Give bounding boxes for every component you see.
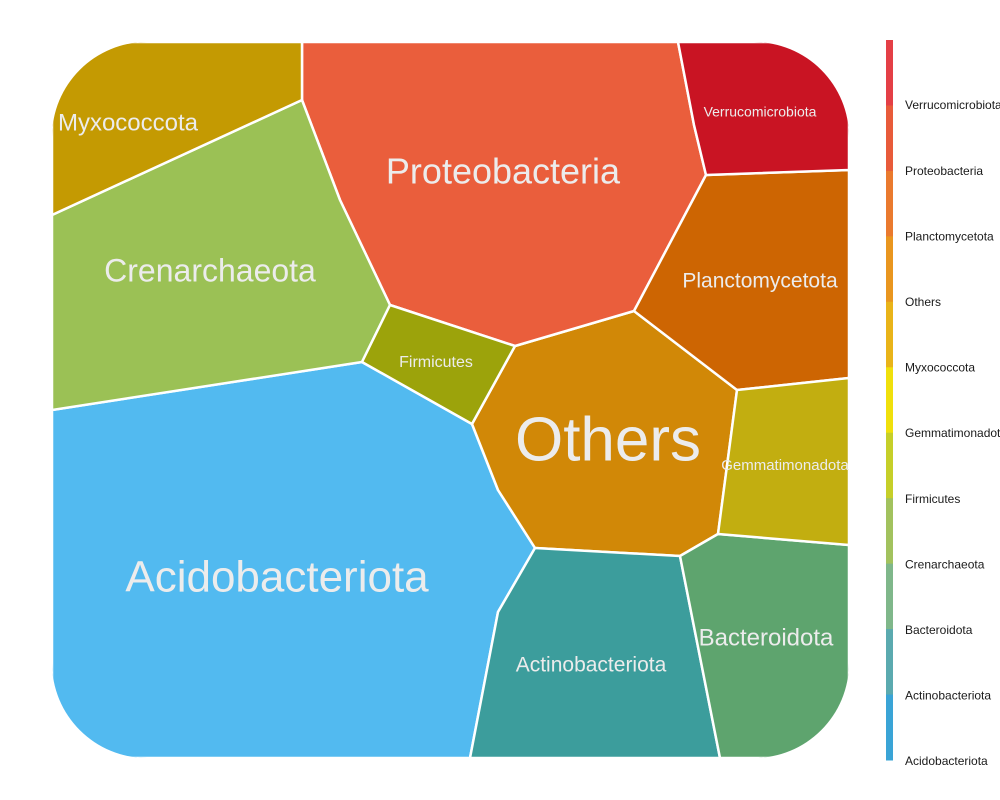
legend-label-acidobacteriota: Acidobacteriota [905, 754, 988, 768]
legend-label-proteobacteria: Proteobacteria [905, 164, 983, 178]
legend-colorbar-segment [886, 301, 893, 368]
cell-gemmatimonadota [716, 376, 849, 547]
cell-label-crenarchaeota: Crenarchaeota [104, 252, 316, 288]
legend-label-verrucomicrobiota: Verrucomicrobiota [905, 98, 1000, 112]
cell-label-actinobacteriota: Actinobacteriota [516, 654, 667, 677]
cell-label-others: Others [515, 405, 701, 474]
cell-actinobacteriota [468, 546, 722, 758]
legend-label-others: Others [905, 295, 941, 309]
legend-colorbar-segment [886, 432, 893, 499]
treemap-cells [52, 42, 849, 758]
legend-colorbar-segment [886, 563, 893, 630]
legend-label-planctomycetota: Planctomycetota [905, 229, 994, 243]
cell-label-gemmatimonadota: Gemmatimonadota [721, 457, 849, 474]
legend-label-bacteroidota: Bacteroidota [905, 623, 973, 637]
cell-label-verrucomicrobiota: Verrucomicrobiota [704, 104, 817, 120]
cell-label-planctomycetota: Planctomycetota [682, 270, 838, 293]
treemap-labels: Acidobacteriota Others Proteobacteria Crena… [58, 104, 849, 677]
legend-colorbar-segment [886, 40, 893, 106]
legend-colorbar-segment [886, 105, 893, 172]
cell-firmicutes [360, 303, 517, 426]
legend-colorbar-segment [886, 367, 893, 434]
legend-colorbar-segment [886, 236, 893, 303]
legend-colorbar-segment [886, 629, 893, 696]
cell-myxococcota [52, 42, 304, 217]
cell-bacteroidota [678, 532, 849, 758]
legend: Verrucomicrobiota Proteobacteria Planctomy… [886, 40, 1000, 768]
legend-colorbar-segment [886, 170, 893, 237]
cell-label-firmicutes: Firmicutes [399, 354, 473, 371]
legend-colorbar-segment [886, 498, 893, 565]
cell-label-proteobacteria: Proteobacteria [386, 151, 621, 192]
cell-label-myxococcota: Myxococcota [58, 109, 199, 136]
legend-colorbar-segment [886, 694, 893, 761]
legend-label-firmicutes: Firmicutes [905, 492, 960, 506]
cell-label-acidobacteriota: Acidobacteriota [125, 553, 429, 602]
cell-verrucomicrobiota [676, 42, 849, 177]
legend-label-crenarchaeota: Crenarchaeota [905, 557, 985, 571]
legend-label-myxococcota: Myxococcota [905, 361, 975, 375]
cell-label-bacteroidota: Bacteroidota [699, 624, 834, 651]
legend-label-actinobacteriota: Actinobacteriota [905, 689, 991, 703]
legend-label-gemmatimonadota: Gemmatimonadota [905, 426, 1000, 440]
